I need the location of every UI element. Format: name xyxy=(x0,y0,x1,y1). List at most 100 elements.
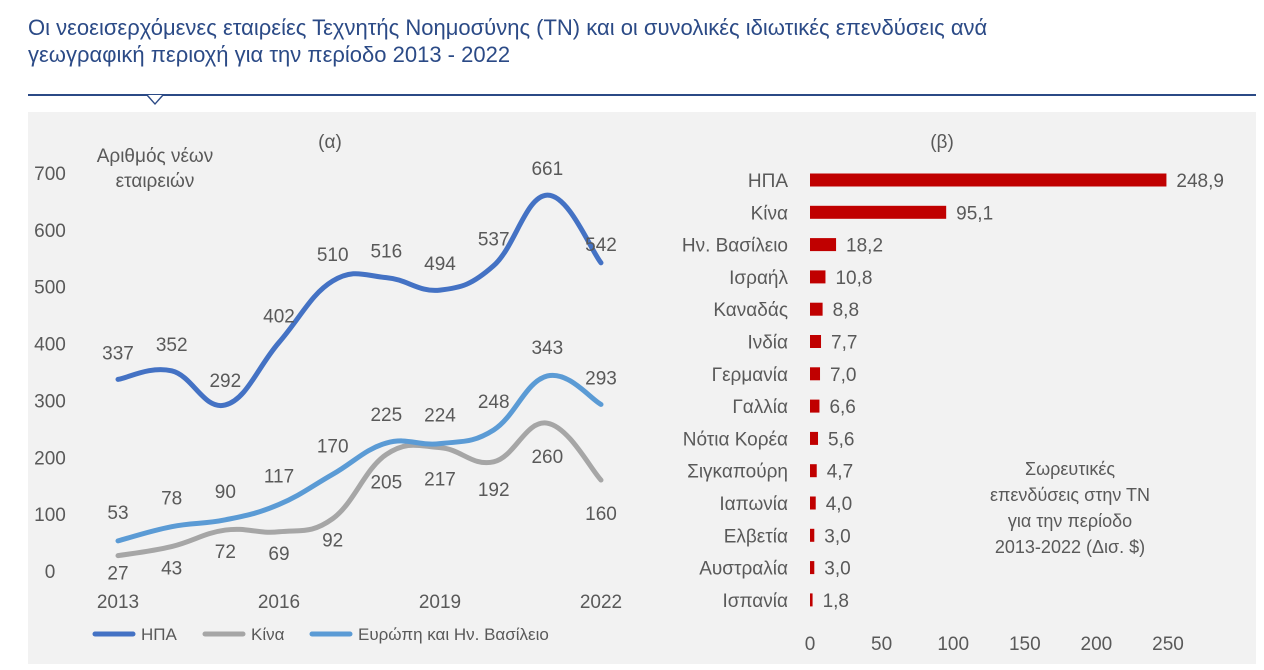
bar-value-label: 1,8 xyxy=(823,591,849,612)
series-line-china xyxy=(115,420,604,559)
bar-x-tick-label: 100 xyxy=(937,634,969,655)
data-label-europe: 78 xyxy=(161,489,182,510)
legend-label-china: Κίνα xyxy=(251,625,285,644)
bar-x-tick-label: 50 xyxy=(871,634,892,655)
series-line-usa xyxy=(115,192,604,408)
data-label-china: 92 xyxy=(322,531,343,552)
bar-annotation-line-4: 2013-2022 (Δισ. $) xyxy=(995,537,1145,557)
bar-x-tick-label: 200 xyxy=(1081,634,1113,655)
bar xyxy=(810,593,813,607)
data-label-usa: 292 xyxy=(209,371,241,392)
bar xyxy=(810,238,837,252)
data-label-europe: 343 xyxy=(531,338,563,359)
y-tick-label: 200 xyxy=(34,448,66,469)
y-tick-label: 500 xyxy=(34,278,66,299)
bar xyxy=(810,173,1167,187)
bar-category-label: Νότια Κορέα xyxy=(683,429,788,450)
bar xyxy=(810,270,826,284)
bar-value-label: 6,6 xyxy=(829,397,855,418)
bar-category-label: Ην. Βασίλειο xyxy=(682,236,788,257)
y-tick-label: 100 xyxy=(34,505,66,526)
bar-value-label: 4,7 xyxy=(827,462,853,483)
y-tick-label: 0 xyxy=(45,562,56,583)
legend-label-europe: Ευρώπη και Ην. Βασίλειο xyxy=(358,625,549,644)
bar-value-label: 7,7 xyxy=(831,333,857,354)
data-label-usa: 516 xyxy=(370,242,402,263)
bar-annotation-line-1: Σωρευτικές xyxy=(1025,459,1115,479)
data-label-europe: 53 xyxy=(107,503,128,524)
y-axis-title-line-1: Αριθμός νέων xyxy=(97,146,214,167)
series-line-europe xyxy=(115,372,604,544)
data-label-usa: 494 xyxy=(424,254,456,275)
bar xyxy=(810,496,816,510)
bar-annotation-line-2: επενδύσεις στην ΤΝ xyxy=(990,485,1150,505)
bar-category-label: Κίνα xyxy=(751,203,788,224)
data-label-usa: 542 xyxy=(585,235,617,256)
y-tick-label: 300 xyxy=(34,391,66,412)
data-label-usa: 661 xyxy=(531,159,563,180)
bar-category-label: Αυστραλία xyxy=(699,559,788,580)
title-divider xyxy=(28,94,1256,96)
bar-category-label: Ισραήλ xyxy=(729,268,788,289)
data-label-china: 72 xyxy=(215,542,236,563)
panel-label-b: (β) xyxy=(930,132,954,153)
bar-value-label: 3,0 xyxy=(824,559,850,580)
x-tick-label: 2013 xyxy=(97,592,139,613)
data-label-usa: 537 xyxy=(478,230,510,251)
data-label-china: 205 xyxy=(370,472,402,493)
bar-value-label: 95,1 xyxy=(956,203,993,224)
bar-category-label: Γερμανία xyxy=(712,365,788,386)
bar-annotation-line-3: για την περίοδο xyxy=(1008,511,1132,531)
bar-category-label: ΗΠΑ xyxy=(748,171,788,192)
page-title: Οι νεοεισερχόμενες εταιρείες Τεχνητής Νο… xyxy=(28,14,1228,68)
chart-panel xyxy=(28,112,1256,664)
bar-category-label: Σιγκαπούρη xyxy=(687,462,788,483)
data-label-usa: 402 xyxy=(263,306,295,327)
y-tick-label: 700 xyxy=(34,164,66,185)
bar-value-label: 3,0 xyxy=(824,526,850,547)
title-line-2: γεωγραφική περιοχή για την περίοδο 2013 … xyxy=(28,42,511,67)
data-label-china: 160 xyxy=(585,504,617,525)
data-label-europe: 90 xyxy=(215,482,236,503)
bar-value-label: 18,2 xyxy=(846,236,883,257)
x-tick-label: 2019 xyxy=(419,592,461,613)
title-divider-notch-inner xyxy=(148,95,162,103)
data-label-china: 192 xyxy=(478,480,510,501)
data-label-europe: 117 xyxy=(264,466,294,487)
bar-category-label: Ιαπωνία xyxy=(719,494,788,515)
bar-value-label: 7,0 xyxy=(830,365,856,386)
bar xyxy=(810,205,947,219)
panel-label-a: (α) xyxy=(318,132,342,153)
data-label-usa: 510 xyxy=(317,245,349,266)
bar xyxy=(810,367,821,381)
y-axis-title-line-2: εταιρειών xyxy=(116,171,195,192)
bar-x-tick-label: 150 xyxy=(1009,634,1041,655)
data-label-china: 69 xyxy=(268,544,289,565)
bar xyxy=(810,399,820,413)
bar-value-label: 10,8 xyxy=(835,268,872,289)
data-label-usa: 337 xyxy=(102,343,134,364)
data-label-china: 27 xyxy=(107,564,128,585)
bar xyxy=(810,464,817,478)
data-label-europe: 248 xyxy=(478,392,510,413)
data-label-europe: 225 xyxy=(370,405,402,426)
x-tick-label: 2016 xyxy=(258,592,300,613)
data-label-usa: 352 xyxy=(156,335,188,356)
data-label-europe: 170 xyxy=(317,436,349,457)
data-label-europe: 224 xyxy=(424,406,456,427)
bar-value-label: 4,0 xyxy=(826,494,852,515)
bar xyxy=(810,335,822,348)
bar-category-label: Γαλλία xyxy=(732,397,788,418)
bar-x-tick-label: 0 xyxy=(805,634,816,655)
bar xyxy=(810,431,819,445)
bar xyxy=(810,561,815,575)
data-label-china: 43 xyxy=(161,559,182,580)
y-tick-label: 600 xyxy=(34,221,66,242)
bar-value-label: 8,8 xyxy=(833,300,859,321)
data-label-china: 217 xyxy=(424,470,456,491)
x-tick-label: 2022 xyxy=(580,592,622,613)
title-line-1: Οι νεοεισερχόμενες εταιρείες Τεχνητής Νο… xyxy=(28,15,988,40)
bar xyxy=(810,528,815,542)
